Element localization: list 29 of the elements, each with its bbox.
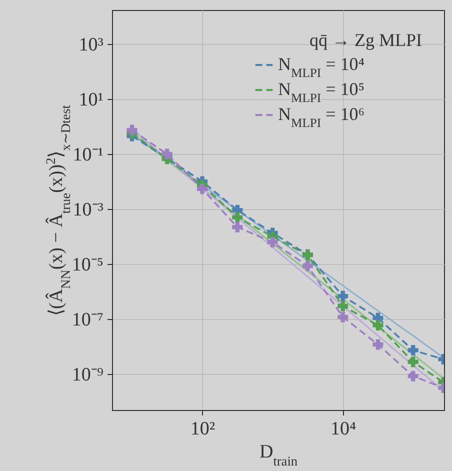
- y-tick-label: 10⁻⁵: [72, 254, 104, 276]
- point: [267, 236, 278, 248]
- point: [408, 356, 418, 368]
- y-tick-label: 10³: [78, 34, 104, 56]
- legend-label: N$_{MLPI}$ = 10⁶: [278, 104, 365, 130]
- point: [372, 339, 384, 350]
- legend-title: qq̄ → Zg MLPI: [310, 30, 422, 50]
- x-tick-label: 10²: [190, 418, 216, 440]
- point: [338, 312, 348, 322]
- point: [338, 300, 348, 312]
- y-tick-label: 10⁻³: [72, 200, 104, 221]
- point: [408, 345, 418, 356]
- x-axis-title: D$_{train}$: [259, 442, 298, 468]
- point: [302, 260, 313, 272]
- point: [197, 184, 208, 194]
- point: [232, 212, 243, 223]
- y-tick-label: 10⁻⁹: [72, 364, 104, 386]
- y-tick-label: 10⁻⁷: [72, 310, 104, 331]
- point: [408, 370, 418, 382]
- point: [162, 148, 172, 160]
- legend-label: N$_{MLPI}$ = 10⁴: [278, 54, 365, 80]
- point: [126, 124, 138, 136]
- point: [232, 222, 243, 232]
- legend-label: N$_{MLPI}$ = 10⁵: [278, 79, 365, 105]
- x-tick-label: 10⁴: [330, 418, 357, 440]
- point: [338, 290, 348, 302]
- y-tick-label: 10¹: [78, 89, 104, 110]
- y-tick-label: 10⁻¹: [72, 144, 104, 166]
- point: [372, 320, 384, 330]
